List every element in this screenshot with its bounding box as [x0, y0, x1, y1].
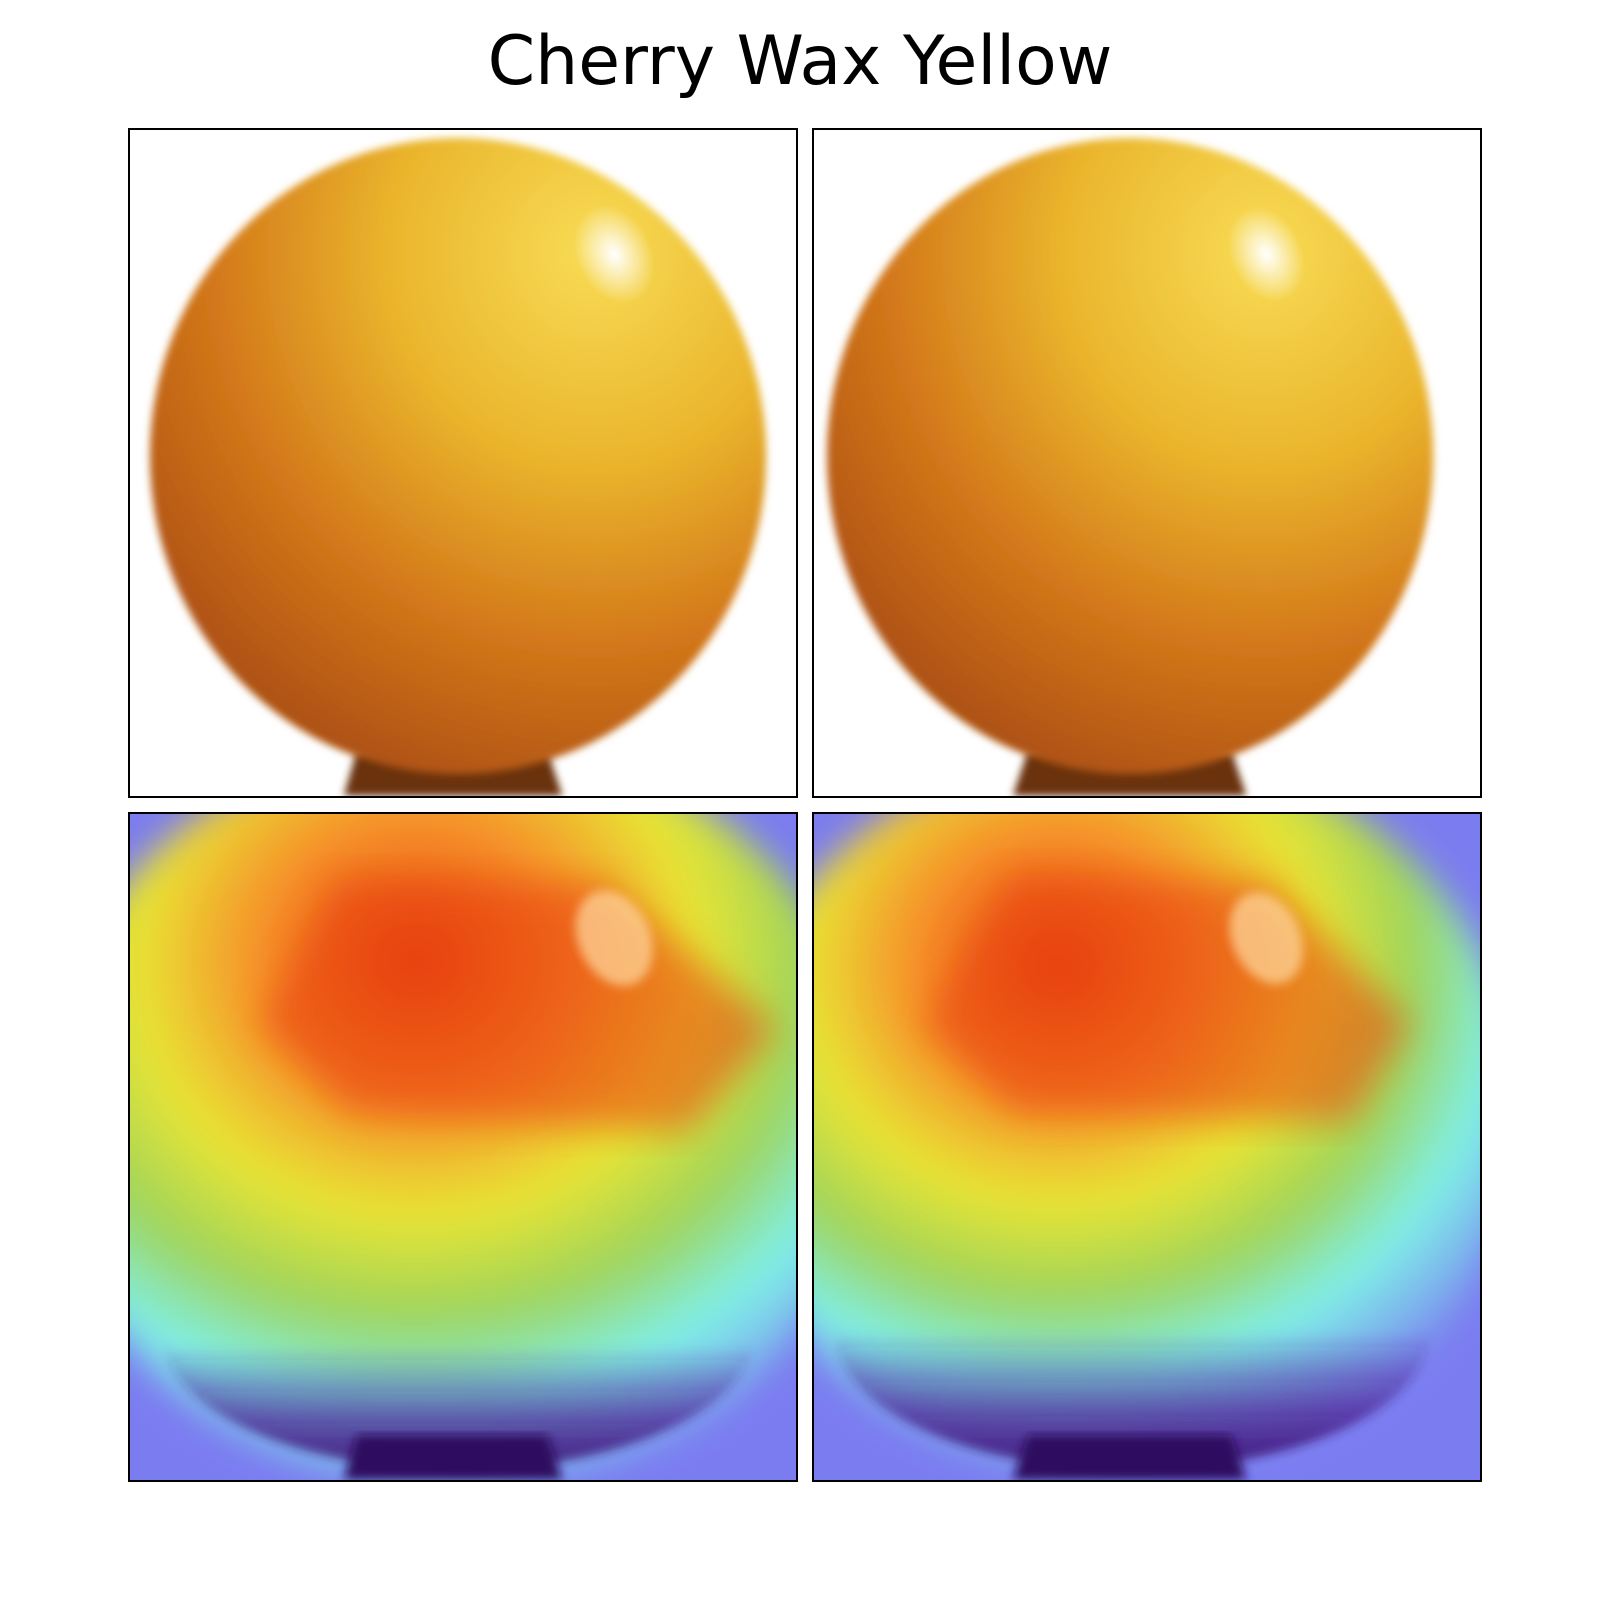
- fruit-body: [149, 137, 767, 775]
- heatmap-2: [814, 814, 1480, 1480]
- fruit-shadow: [833, 1191, 1431, 1471]
- fruit-photo-2: [814, 130, 1480, 796]
- figure-title: Cherry Wax Yellow: [487, 22, 1113, 101]
- fruit-highlight: [573, 204, 655, 304]
- fruit-body: [826, 137, 1434, 775]
- fruit-highlight: [1227, 206, 1305, 302]
- heatmap-overlay-1: [128, 812, 798, 1482]
- heatmap-1: [130, 814, 796, 1480]
- fruit-photo-1: [130, 130, 796, 796]
- original-image-2: [812, 128, 1482, 798]
- heatmap-overlay-2: [812, 812, 1482, 1482]
- fruit-stem: [1012, 1435, 1247, 1480]
- fruit-shadow: [159, 1191, 757, 1471]
- fruit-stem: [343, 1435, 563, 1480]
- original-image-1: [128, 128, 798, 798]
